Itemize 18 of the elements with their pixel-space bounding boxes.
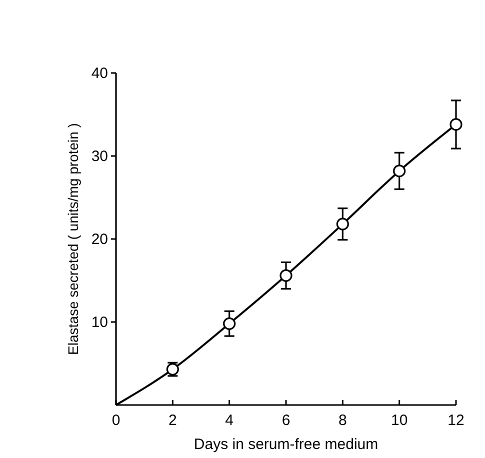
point bbox=[223, 317, 236, 330]
x-tick-label: 4 bbox=[225, 412, 234, 429]
point bbox=[280, 269, 292, 282]
x-tick-label: 6 bbox=[282, 412, 290, 429]
x-tick-label: 0 bbox=[112, 412, 120, 429]
x-tick-label: 10 bbox=[390, 412, 408, 429]
y-tick-label: 10 bbox=[91, 314, 108, 331]
x-tick-label: 2 bbox=[168, 412, 177, 429]
x-axis-title: Days in serum-free medium bbox=[194, 436, 378, 453]
y-tick-label: 40 bbox=[91, 65, 108, 82]
y-tick-label: 30 bbox=[91, 148, 108, 165]
point bbox=[393, 164, 406, 178]
point bbox=[336, 218, 349, 230]
point bbox=[450, 118, 462, 131]
x-tick-label: 8 bbox=[338, 412, 347, 429]
x-tick-label: 12 bbox=[448, 412, 464, 429]
y-tick-label: 20 bbox=[91, 231, 108, 248]
y-axis-title: Elastase secreted ( units/mg protein ) bbox=[65, 123, 81, 355]
